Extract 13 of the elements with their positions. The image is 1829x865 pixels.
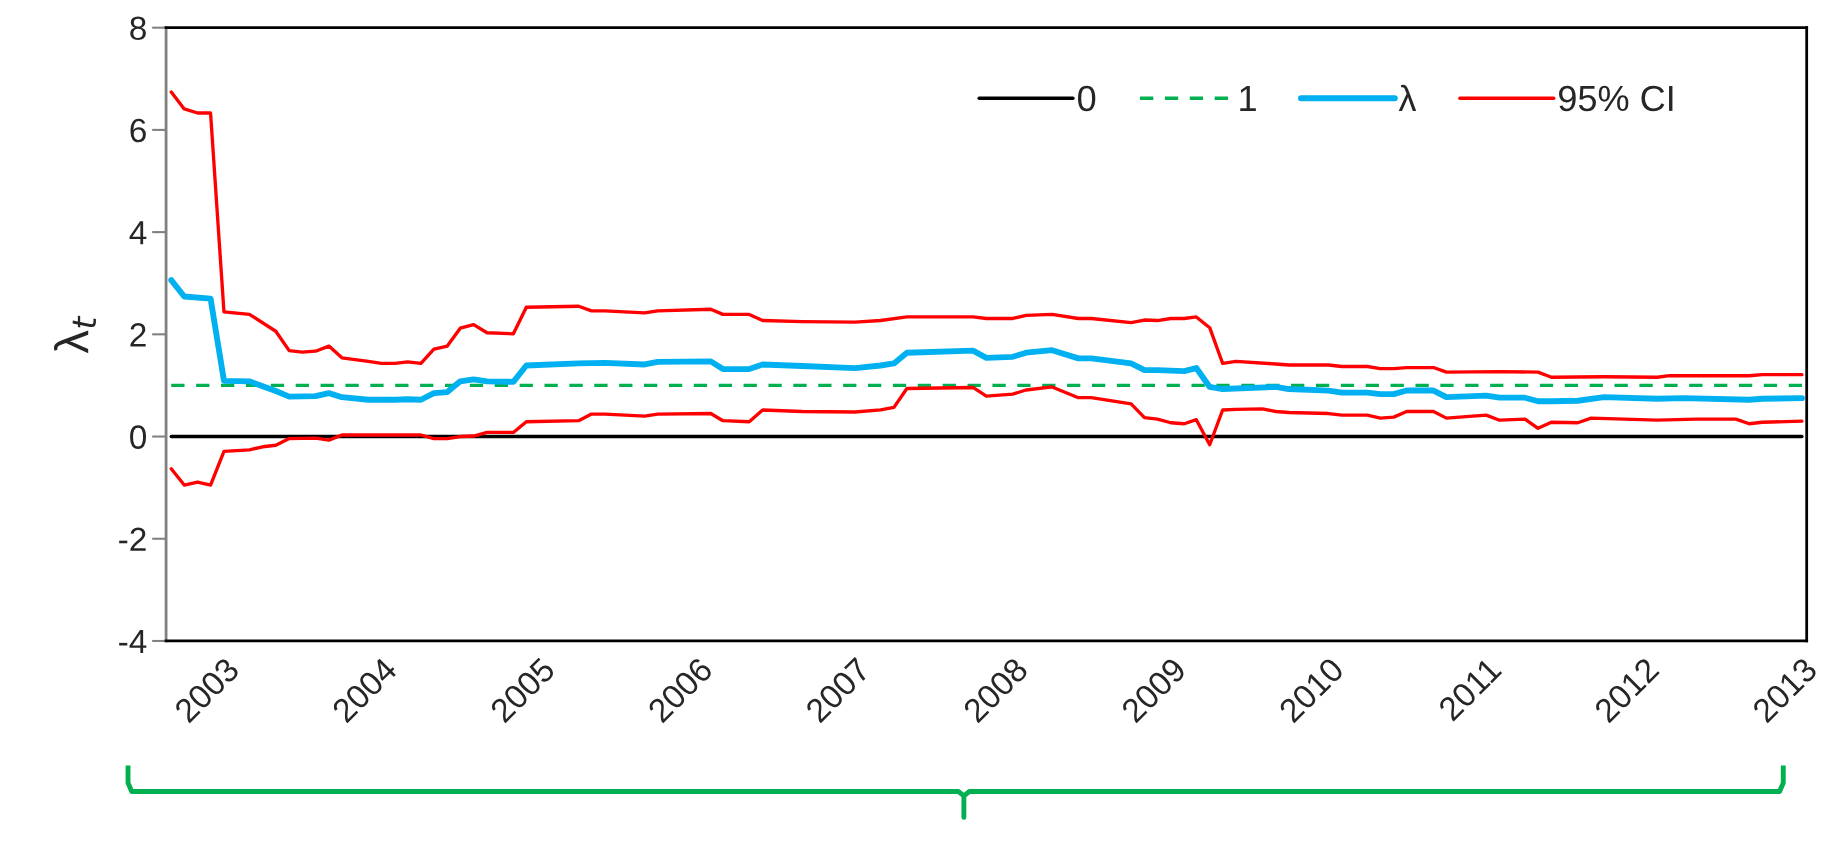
y-tick-label: 4: [129, 221, 147, 245]
y-tick-label: 8: [130, 16, 146, 41]
y-axis-title: λ$_{t}$: [53, 315, 96, 354]
y-tick-label: 0: [130, 425, 147, 449]
legend-label: 95% CI: [1559, 85, 1673, 112]
y-tick-label: 2: [130, 323, 146, 347]
legend-label: 1: [1240, 86, 1256, 111]
y-tick-label: 6: [130, 118, 146, 143]
y-tick-label: -4: [119, 630, 147, 654]
legend-label: λ: [1398, 84, 1417, 111]
legend-label: 0: [1078, 85, 1096, 112]
y-tick-label: -2: [119, 527, 146, 551]
line-series: [169, 385, 1804, 487]
